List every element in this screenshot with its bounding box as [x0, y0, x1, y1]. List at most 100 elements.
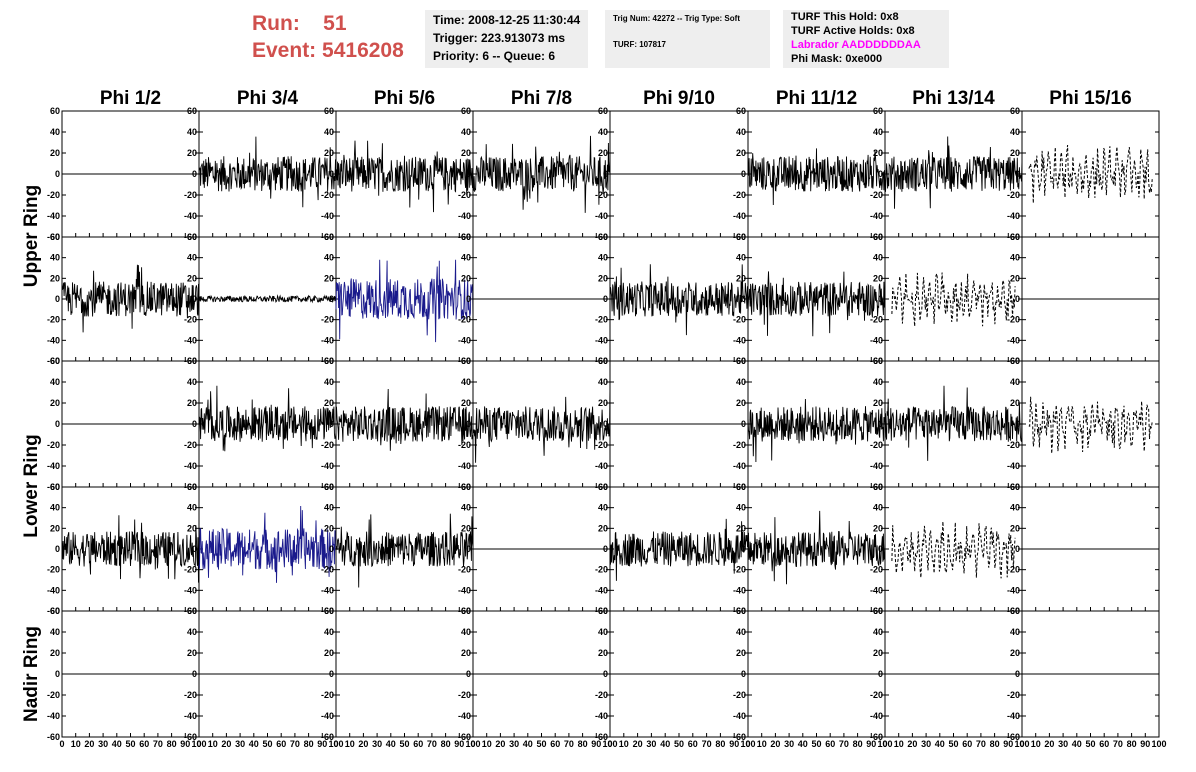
y-tick-label: -20	[458, 440, 471, 450]
x-tick-label: 40	[1072, 739, 1082, 749]
event-row: Event: 5416208	[252, 37, 404, 64]
y-tick-label: 60	[187, 482, 197, 492]
y-tick-label: -40	[184, 211, 197, 221]
x-tick-label: 70	[564, 739, 574, 749]
y-tick-label: 0	[192, 419, 197, 429]
ring-title: Lower Ring	[21, 434, 42, 537]
y-tick-label: 40	[873, 127, 883, 137]
waveform-trace	[198, 505, 337, 583]
y-tick-label: 20	[1010, 523, 1020, 533]
y-tick-label: 0	[192, 544, 197, 554]
labrador-text: Labrador AADDDDDDAA	[791, 39, 921, 51]
x-tick-label: 60	[276, 739, 286, 749]
y-tick-label: 20	[598, 148, 608, 158]
y-tick-label: 0	[603, 544, 608, 554]
y-tick-label: 0	[466, 419, 471, 429]
x-tick-label: 30	[235, 739, 245, 749]
y-tick-label: -60	[47, 356, 60, 366]
x-tick-label: 20	[495, 739, 505, 749]
y-tick-label: -20	[47, 440, 60, 450]
y-tick-label: 0	[55, 294, 60, 304]
waveform-trace	[747, 271, 886, 337]
y-tick-label: 60	[873, 482, 883, 492]
y-tick-label: 40	[598, 253, 608, 263]
x-tick-label: 70	[702, 739, 712, 749]
y-tick-label: -20	[321, 440, 334, 450]
x-tick-label: 20	[770, 739, 780, 749]
waveform-trace	[747, 398, 886, 463]
y-tick-label: 40	[1010, 127, 1020, 137]
phi-mask-text: Phi Mask: 0xe000	[791, 53, 883, 65]
y-tick-label: 60	[873, 606, 883, 616]
x-tick-label: 90	[591, 739, 601, 749]
waveform-trace	[61, 264, 200, 333]
y-tick-label: 0	[878, 419, 883, 429]
y-tick-label: 40	[461, 127, 471, 137]
y-tick-label: 40	[50, 627, 60, 637]
y-tick-label: -20	[184, 440, 197, 450]
y-tick-label: -40	[47, 335, 60, 345]
y-tick-label: 0	[466, 669, 471, 679]
y-tick-label: -20	[1007, 565, 1020, 575]
x-tick-label: 40	[660, 739, 670, 749]
y-tick-label: -60	[870, 732, 883, 742]
y-tick-label: 40	[1010, 377, 1020, 387]
y-tick-label: 60	[1010, 606, 1020, 616]
y-tick-label: 0	[603, 669, 608, 679]
y-tick-label: 60	[873, 356, 883, 366]
y-tick-label: 60	[324, 606, 334, 616]
y-tick-label: 40	[736, 127, 746, 137]
x-tick-label: 40	[249, 739, 259, 749]
x-tick-label: 80	[715, 739, 725, 749]
turf-active-text: TURF Active Holds: 0x8	[791, 25, 915, 37]
x-tick-label: 100	[1151, 739, 1166, 749]
y-tick-label: 40	[324, 377, 334, 387]
waveform-trace	[335, 259, 474, 343]
x-tick-label: 50	[674, 739, 684, 749]
x-tick-label: 80	[578, 739, 588, 749]
y-tick-label: 40	[598, 503, 608, 513]
y-tick-label: -20	[595, 440, 608, 450]
y-tick-label: 40	[461, 503, 471, 513]
y-tick-label: -60	[321, 732, 334, 742]
waveform-trace	[884, 385, 1023, 461]
y-tick-label: 0	[1015, 169, 1020, 179]
y-tick-label: 40	[324, 253, 334, 263]
x-tick-label: 40	[386, 739, 396, 749]
y-tick-label: 40	[324, 627, 334, 637]
y-tick-label: -40	[321, 461, 334, 471]
y-tick-label: 0	[329, 294, 334, 304]
y-tick-label: -20	[47, 190, 60, 200]
y-tick-label: 20	[187, 398, 197, 408]
y-tick-label: 0	[192, 669, 197, 679]
x-tick-label: 40	[798, 739, 808, 749]
x-tick-label: 40	[935, 739, 945, 749]
waveform-trace	[891, 272, 1016, 327]
column-title: Phi 3/4	[237, 88, 299, 109]
y-tick-label: 0	[55, 669, 60, 679]
x-tick-label: 10	[345, 739, 355, 749]
x-tick-label: 90	[180, 739, 190, 749]
y-tick-label: 40	[873, 377, 883, 387]
waveform-trace	[198, 136, 337, 208]
y-tick-label: -20	[1007, 440, 1020, 450]
y-tick-label: -60	[47, 232, 60, 242]
x-tick-label: 20	[907, 739, 917, 749]
y-tick-label: 20	[50, 523, 60, 533]
y-tick-label: 40	[598, 627, 608, 637]
x-tick-label: 100	[328, 739, 343, 749]
column-title: Phi 1/2	[100, 88, 161, 109]
y-tick-label: -20	[595, 690, 608, 700]
y-tick-label: 60	[873, 106, 883, 116]
column-title: Phi 15/16	[1049, 88, 1131, 109]
y-tick-label: -20	[184, 565, 197, 575]
y-tick-label: 60	[187, 606, 197, 616]
